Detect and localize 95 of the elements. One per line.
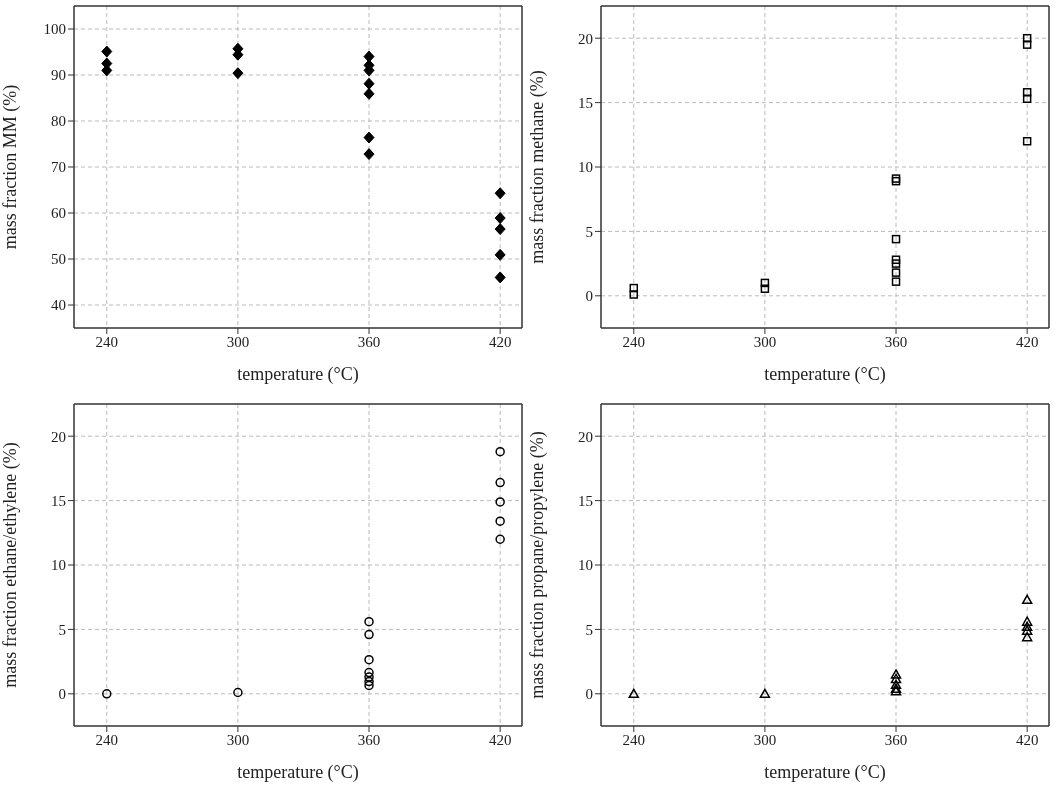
x-tick-label: 360 (884, 731, 908, 748)
point (495, 497, 505, 507)
point (232, 67, 244, 80)
point (364, 676, 374, 687)
point (891, 277, 901, 286)
point (891, 268, 901, 277)
point (891, 234, 901, 244)
point (364, 629, 374, 640)
y-axis-title: mass fraction propane/propylene (%) (527, 431, 549, 699)
point (1021, 631, 1033, 642)
point (364, 672, 374, 682)
x-tick-label: 360 (357, 333, 381, 350)
point (495, 446, 505, 457)
point (494, 187, 506, 200)
point (494, 212, 506, 225)
y-tick-label: 90 (51, 67, 66, 84)
point (364, 654, 374, 665)
y-tick-label: 15 (578, 94, 593, 111)
point (364, 680, 374, 691)
point (890, 673, 902, 684)
point (629, 290, 639, 299)
y-tick-label: 10 (51, 557, 66, 574)
y-tick-label: 80 (51, 113, 66, 130)
point (1021, 616, 1033, 626)
point (1022, 40, 1032, 49)
point (759, 688, 771, 699)
point (629, 283, 639, 293)
point (891, 259, 901, 268)
point (494, 223, 506, 236)
x-tick-label: 300 (753, 731, 777, 748)
point (760, 284, 770, 293)
point (1022, 94, 1032, 103)
y-tick-label: 20 (578, 30, 593, 47)
x-tick-label: 300 (226, 731, 250, 748)
x-tick-label: 300 (753, 333, 777, 350)
y-tick-label: 40 (51, 297, 66, 314)
point (102, 689, 112, 699)
y-tick-label: 20 (51, 428, 66, 445)
x-tick-label: 420 (488, 333, 512, 350)
point (363, 87, 375, 100)
y-tick-label: 0 (585, 686, 593, 703)
point (628, 688, 640, 699)
point (495, 516, 505, 526)
point (760, 278, 770, 288)
y-tick-label: 100 (43, 21, 66, 38)
x-tick-label: 300 (226, 333, 250, 350)
point (495, 534, 505, 544)
y-tick-label: 15 (578, 492, 593, 509)
point (101, 45, 113, 58)
y-tick-label: 0 (585, 288, 593, 305)
y-tick-label: 10 (578, 159, 593, 176)
point (1022, 136, 1032, 146)
x-tick-label: 240 (95, 731, 119, 748)
y-tick-label: 20 (578, 428, 593, 445)
x-tick-label: 240 (622, 731, 646, 748)
x-axis-title: temperature (°C) (237, 762, 359, 783)
x-axis-title: temperature (°C) (237, 364, 359, 385)
x-tick-label: 240 (95, 333, 119, 350)
point (890, 679, 902, 690)
x-axis-title: temperature (°C) (764, 364, 886, 385)
point (494, 271, 506, 284)
point (891, 255, 901, 264)
point (233, 687, 243, 698)
point (363, 131, 375, 144)
y-tick-label: 15 (51, 492, 66, 509)
y-tick-label: 60 (51, 205, 66, 222)
point (363, 148, 375, 161)
point (364, 667, 374, 678)
y-axis-title: mass fraction MM (%) (0, 84, 22, 250)
y-tick-label: 70 (51, 159, 66, 176)
point (1021, 621, 1033, 632)
y-tick-label: 10 (578, 557, 593, 574)
y-tick-label: 5 (585, 223, 593, 240)
y-axis-title: mass fraction methane (%) (527, 70, 549, 264)
x-tick-label: 240 (622, 333, 646, 350)
y-tick-label: 5 (58, 621, 66, 638)
y-tick-label: 0 (58, 686, 66, 703)
point (364, 616, 374, 627)
point (1021, 625, 1033, 635)
y-tick-label: 50 (51, 251, 66, 268)
point (890, 669, 902, 679)
point (494, 248, 506, 261)
point (363, 77, 375, 90)
point (1022, 88, 1032, 97)
x-tick-label: 360 (357, 731, 381, 748)
point (495, 477, 505, 488)
y-tick-label: 5 (585, 621, 593, 638)
x-tick-label: 360 (884, 333, 908, 350)
x-axis-title: temperature (°C) (764, 762, 886, 783)
y-axis-title: mass fraction ethane/ethylene (%) (0, 442, 22, 688)
x-tick-label: 420 (1015, 731, 1039, 748)
x-tick-label: 420 (488, 731, 512, 748)
point (1022, 33, 1032, 43)
x-tick-label: 420 (1015, 333, 1039, 350)
point (1021, 594, 1033, 605)
